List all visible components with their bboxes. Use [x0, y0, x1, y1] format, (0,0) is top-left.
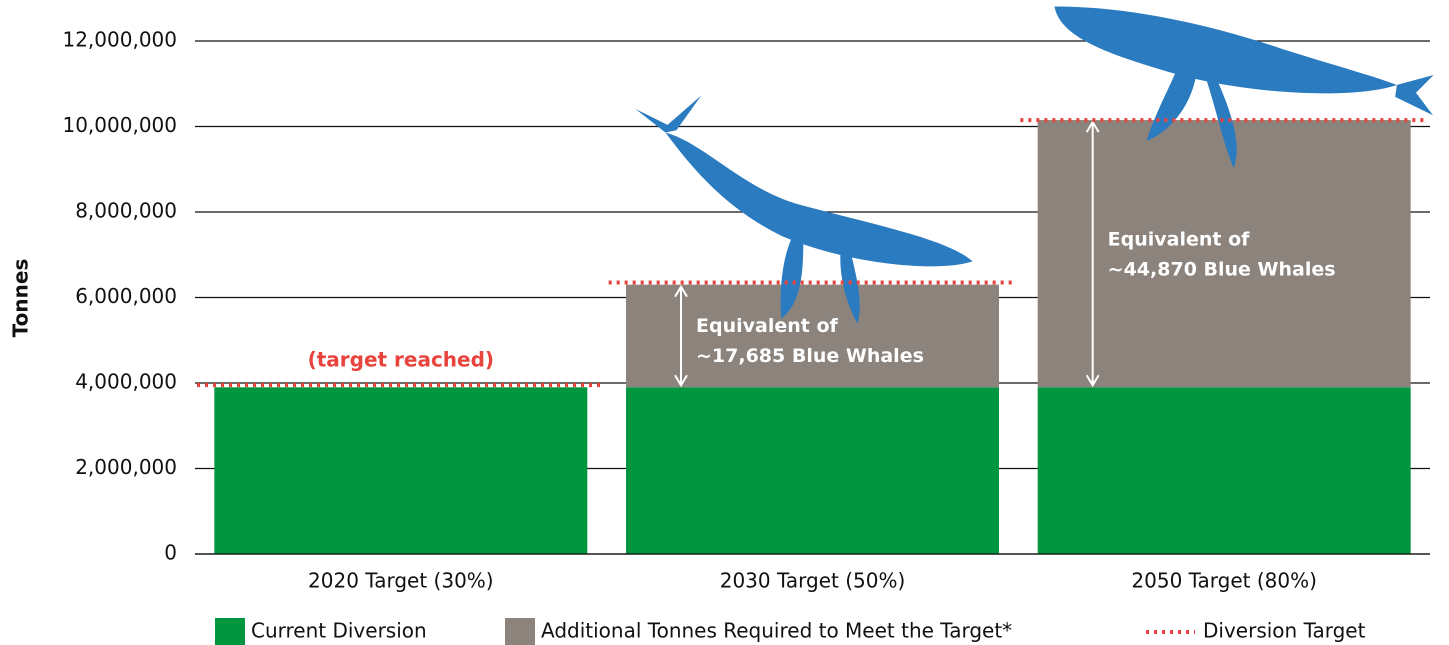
legend-swatch — [215, 618, 245, 645]
x-tick-label: 2020 Target (30%) — [308, 569, 494, 593]
y-tick-label: 10,000,000 — [62, 113, 177, 137]
x-tick-label: 2030 Target (50%) — [720, 569, 906, 593]
legend-label: Diversion Target — [1203, 619, 1366, 643]
y-tick-label: 4,000,000 — [75, 370, 177, 394]
bar-segment — [626, 284, 999, 388]
legend-label: Additional Tonnes Required to Meet the T… — [541, 619, 1012, 643]
y-tick-label: 12,000,000 — [62, 28, 177, 52]
bar-segment — [1037, 120, 1411, 388]
bar-segment — [214, 387, 588, 554]
span-arrow — [1085, 120, 1100, 388]
y-tick-label: 2,000,000 — [75, 455, 177, 479]
y-tick-label: 0 — [164, 541, 177, 565]
whale — [1054, 6, 1434, 169]
legend-swatch — [505, 618, 535, 645]
annotation: Equivalent of — [1108, 229, 1251, 251]
whale-illustrations — [635, 6, 1434, 324]
y-tick-label: 6,000,000 — [75, 284, 177, 308]
x-tick-label: 2050 Target (80%) — [1131, 569, 1317, 593]
annotation: ~44,870 Blue Whales — [1108, 259, 1336, 281]
whale — [635, 95, 973, 324]
legend-label: Current Diversion — [251, 619, 427, 643]
y-tick-label: 8,000,000 — [75, 199, 177, 223]
bar-segment — [1037, 387, 1411, 554]
annotation: ~17,685 Blue Whales — [696, 345, 924, 367]
bar-segment — [626, 387, 999, 554]
annotation: (target reached) — [308, 348, 495, 372]
span-arrow — [674, 284, 688, 388]
annotation: Equivalent of — [696, 315, 839, 337]
y-axis-label: Tonnes — [9, 259, 33, 338]
